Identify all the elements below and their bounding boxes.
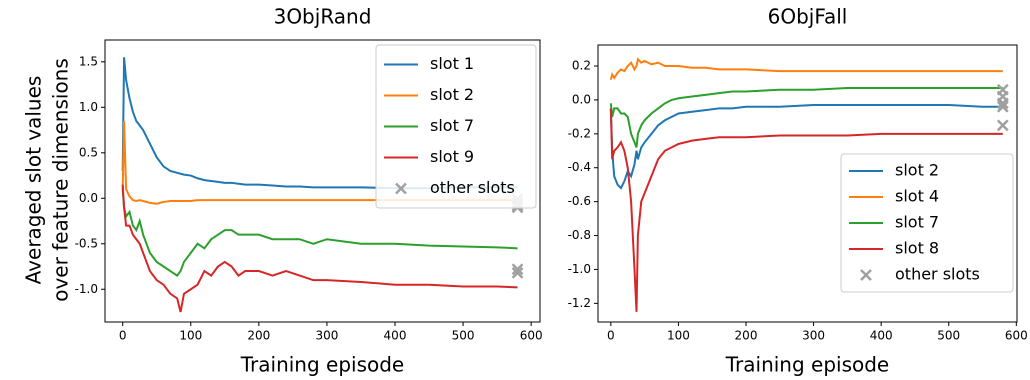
legend-box [840, 153, 1014, 293]
y-tick-label: -0.4 [568, 160, 591, 174]
x-marker [395, 182, 407, 195]
x-tick-label: 0 [119, 329, 127, 343]
x-marker [511, 263, 524, 276]
x-marker [996, 97, 1009, 110]
series-line [121, 184, 518, 313]
y-tick-label: -0.2 [568, 126, 591, 140]
chart-title: 3ObjRand [274, 5, 372, 29]
y-tick-label: -1.2 [568, 296, 591, 310]
plot-frame [104, 39, 541, 323]
legend-box [375, 44, 537, 209]
x-tick-label: 200 [247, 329, 270, 343]
y-tick-label: -1.0 [568, 262, 591, 276]
x-tick-label: 100 [179, 329, 202, 343]
y-tick-label: -1.0 [75, 282, 98, 296]
y-tick-label: -0.5 [75, 236, 98, 250]
x-tick-label: 600 [1005, 329, 1028, 343]
series-line [121, 57, 518, 190]
x-marker [996, 100, 1009, 113]
x-tick-label: 500 [452, 329, 475, 343]
legend-label: slot 7 [895, 213, 939, 232]
plot-frame [597, 44, 1018, 323]
x-tick-label: 300 [315, 329, 338, 343]
x-tick-label: 600 [520, 329, 543, 343]
y-tick-label: 0.2 [572, 59, 591, 73]
series-line [609, 57, 1003, 80]
legend-label: other slots [895, 265, 980, 284]
legend: slot 1 slot 2 slot 7 slot 9 other slots [375, 44, 537, 209]
y-tick-label: -0.6 [568, 194, 591, 208]
legend-label: slot 1 [430, 54, 474, 73]
legend-label: slot 9 [430, 147, 474, 166]
x-tick-label: 100 [667, 329, 690, 343]
legend-label: slot 4 [895, 187, 939, 206]
series-line [121, 189, 518, 277]
y-axis-label: over feature dimensions [49, 58, 73, 302]
series-line [609, 104, 1003, 190]
x-axis-label: Training episode [240, 353, 405, 377]
x-marker [511, 266, 524, 279]
legend-label: other slots [430, 178, 515, 197]
y-tick-label: -0.8 [568, 228, 591, 242]
y-tick-label: 0.0 [572, 92, 591, 106]
x-tick-label: 400 [870, 329, 893, 343]
x-tick-label: 300 [802, 329, 825, 343]
y-tick-label: 0.5 [79, 145, 98, 159]
legend-label: slot 2 [430, 85, 474, 104]
x-tick-label: 500 [937, 329, 960, 343]
legend-label: slot 2 [895, 161, 939, 180]
x-axis-label: Training episode [725, 353, 890, 377]
x-tick-label: 0 [607, 329, 615, 343]
x-tick-label: 400 [384, 329, 407, 343]
y-axis-label: Averaged slot values [22, 76, 46, 285]
y-tick-label: 1.0 [79, 100, 98, 114]
series-line [609, 87, 1003, 148]
legend: slot 2 slot 4 slot 7 slot 8 other slots [840, 153, 1014, 293]
series-line [121, 120, 518, 205]
x-marker [996, 119, 1009, 132]
series-line [609, 108, 1003, 312]
y-tick-label: 1.5 [79, 54, 98, 68]
x-marker [860, 269, 872, 281]
chart-title: 6ObjFall [768, 5, 848, 29]
y-tick-label: 0.0 [79, 191, 98, 205]
legend-label: slot 8 [895, 239, 939, 258]
legend-label: slot 7 [430, 116, 474, 135]
x-tick-label: 200 [735, 329, 758, 343]
